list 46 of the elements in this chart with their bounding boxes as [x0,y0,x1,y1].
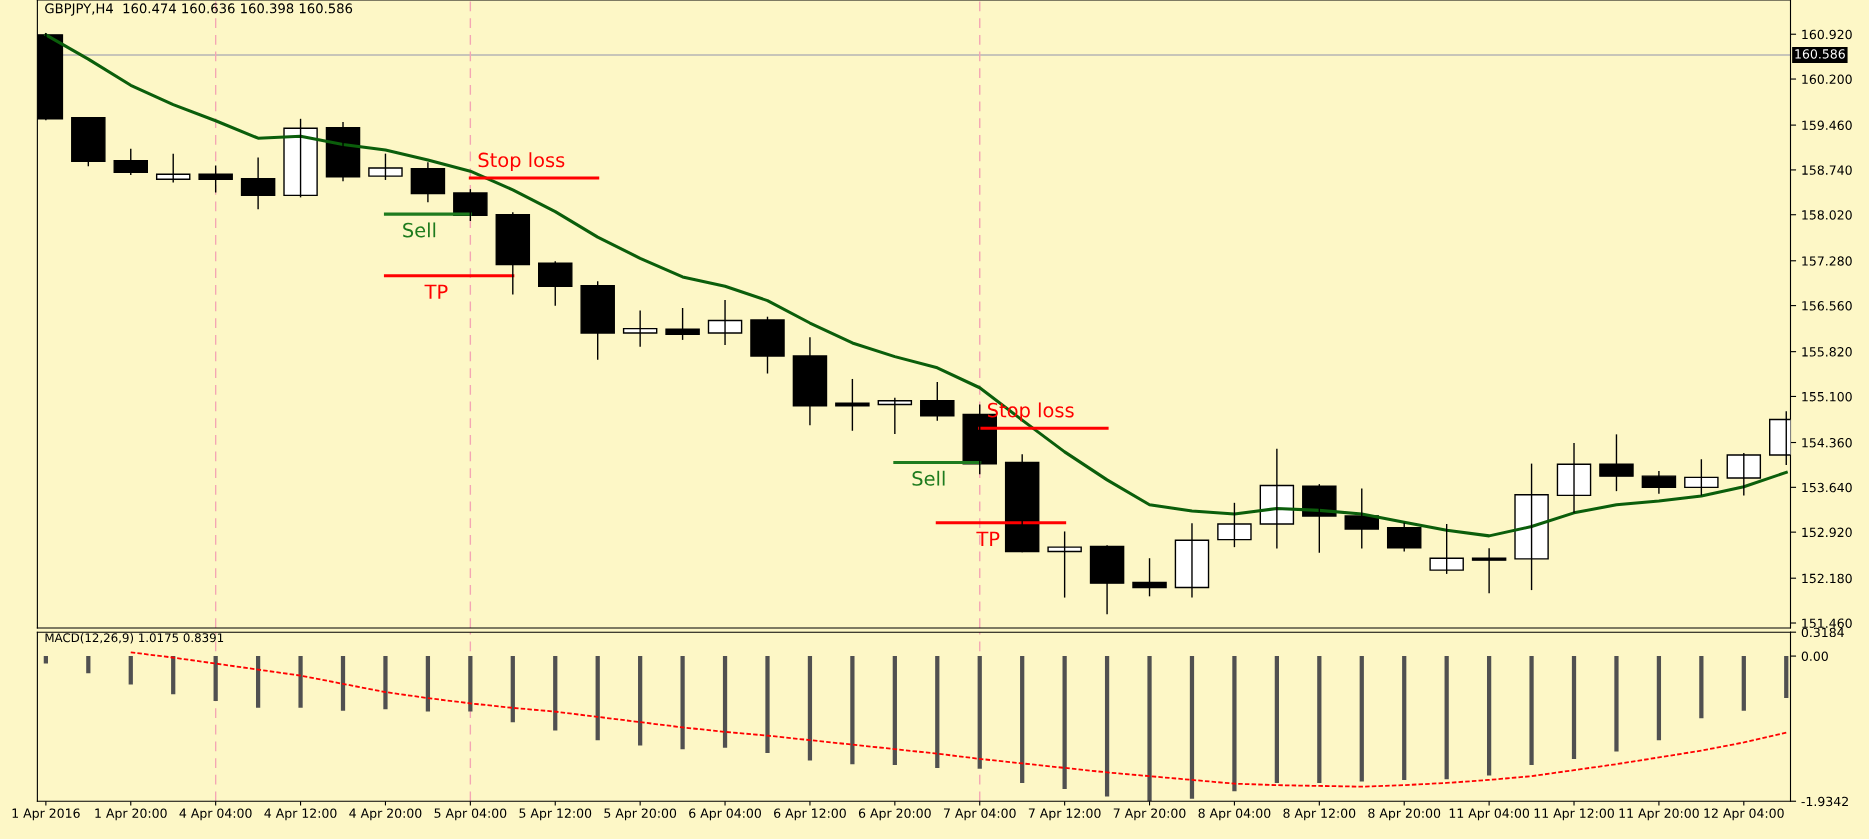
y-tick-label: 154.360 [1802,437,1852,448]
y-tick-label: 155.820 [1802,347,1852,357]
y-tick-label: 152.920 [1802,527,1852,538]
chart-title: GBPJPY,H4 160.474 160.636 160.398 160.586 [45,3,353,16]
x-tick-label: 11 Apr 20:00 [1619,808,1699,821]
y-tick-label: 160.920 [1802,29,1852,40]
x-tick-label: 8 Apr 20:00 [1368,808,1441,821]
ref-line-label: 160.586 [1795,49,1845,59]
x-tick-label: 5 Apr 12:00 [519,808,592,821]
series-label: Stop loss [478,152,565,172]
series-label: TP [424,284,448,299]
x-tick-label: 4 Apr 20:00 [349,808,422,821]
x-tick-label: 6 Apr 12:00 [774,808,846,821]
x-tick-label: 7 Apr 20:00 [1113,808,1186,821]
series-label: Sell [912,470,945,486]
y-tick-label: 0.00 [1801,651,1828,662]
x-tick-label: 6 Apr 20:00 [858,808,931,821]
x-tick-label: 12 Apr 04:00 [1704,808,1784,821]
x-tick-label: 6 Apr 04:00 [689,808,761,821]
y-tick-label: 158.020 [1802,210,1852,220]
x-tick-label: 5 Apr 04:00 [434,808,507,821]
x-tick-label: 7 Apr 12:00 [1028,808,1101,821]
y-tick-label: 0.3184 [1801,627,1844,638]
y-tick-label: 158.740 [1802,165,1852,175]
y-tick-label: 156.560 [1802,301,1852,311]
series-label: TP [976,531,1000,546]
y-tick-label: 159.460 [1802,120,1852,131]
x-tick-label: 4 Apr 12:00 [264,808,337,821]
y-tick-label: 155.100 [1802,391,1852,402]
x-tick-label: 7 Apr 04:00 [943,808,1016,821]
y-tick-label: 152.180 [1802,573,1852,584]
y-tick-label: -1.9342 [1801,796,1848,807]
x-tick-label: 8 Apr 04:00 [1198,808,1271,821]
x-tick-label: 4 Apr 04:00 [179,808,252,821]
x-tick-label: 8 Apr 12:00 [1283,808,1356,821]
chart-title: MACD(12,26,9) 1.0175 0.8391 [45,633,224,644]
x-tick-label: 11 Apr 04:00 [1449,808,1530,821]
series-label: Sell [403,222,436,238]
x-tick-label: 1 Apr 2016 [12,808,80,821]
y-tick-label: 157.280 [1802,256,1852,266]
x-tick-label: 11 Apr 12:00 [1534,808,1614,821]
y-tick-label: 153.640 [1802,482,1852,493]
y-tick-label: 160.200 [1802,74,1852,84]
y-tick-label: 151.460 [1802,618,1852,628]
x-tick-label: 5 Apr 20:00 [604,808,677,821]
x-tick-label: 1 Apr 20:00 [95,808,167,821]
